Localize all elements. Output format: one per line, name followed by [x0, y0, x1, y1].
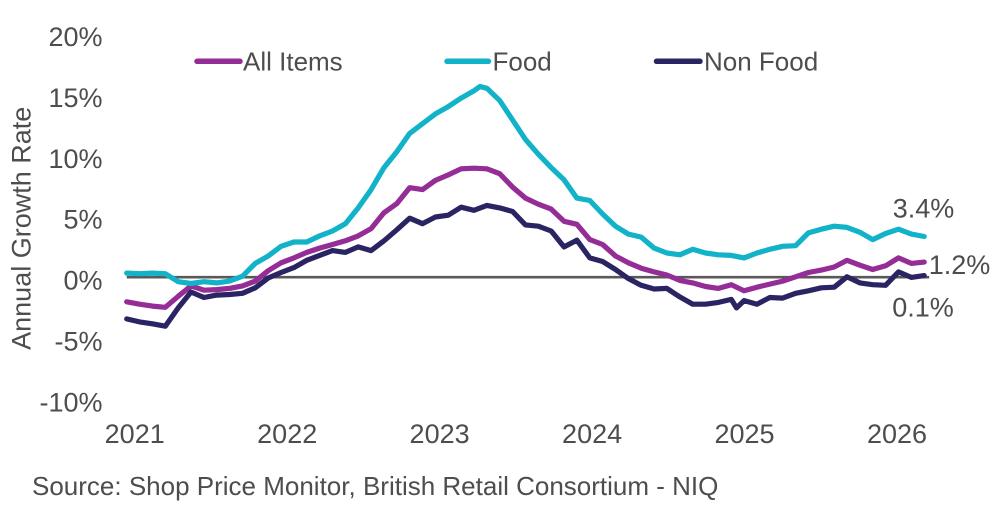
- svg-text:Non Food: Non Food: [704, 47, 818, 77]
- svg-text:0.1%: 0.1%: [892, 293, 954, 323]
- svg-text:2026: 2026: [867, 419, 927, 449]
- svg-text:All Items: All Items: [243, 47, 343, 77]
- svg-text:0%: 0%: [63, 266, 102, 296]
- svg-text:2023: 2023: [410, 419, 470, 449]
- svg-text:3.4%: 3.4%: [893, 194, 955, 224]
- svg-text:2024: 2024: [562, 419, 622, 449]
- svg-text:10%: 10%: [48, 144, 102, 174]
- svg-text:Annual Growth Rate: Annual Growth Rate: [7, 107, 37, 350]
- svg-text:5%: 5%: [63, 205, 102, 235]
- svg-text:-5%: -5%: [54, 327, 102, 357]
- svg-text:1.2%: 1.2%: [929, 250, 991, 280]
- svg-text:-10%: -10%: [39, 388, 102, 418]
- svg-text:20%: 20%: [48, 22, 102, 52]
- svg-text:Food: Food: [493, 47, 552, 77]
- svg-text:2021: 2021: [105, 419, 165, 449]
- svg-text:2022: 2022: [257, 419, 317, 449]
- svg-text:2025: 2025: [714, 419, 774, 449]
- svg-text:Source: Shop Price Monitor, Br: Source: Shop Price Monitor, British Reta…: [32, 471, 718, 501]
- svg-text:15%: 15%: [48, 83, 102, 113]
